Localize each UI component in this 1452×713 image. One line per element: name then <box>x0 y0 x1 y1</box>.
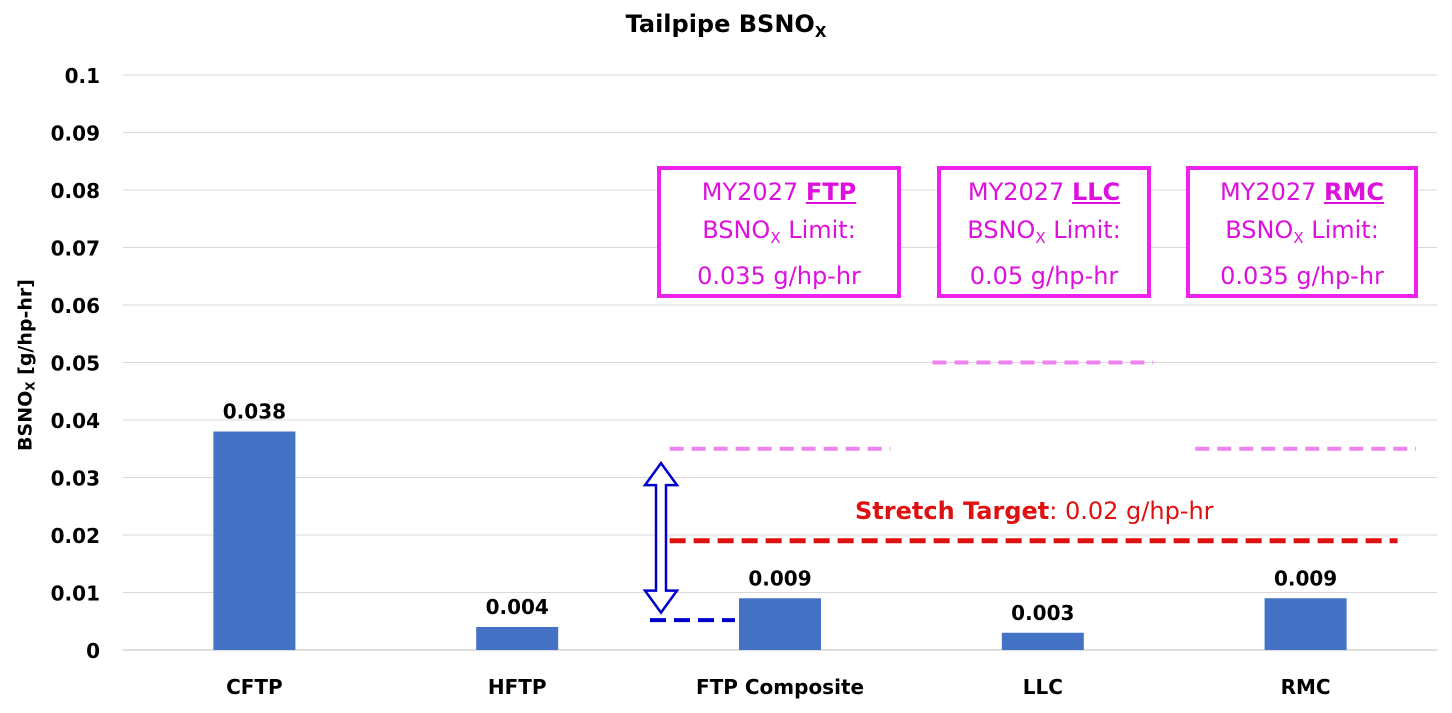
bar <box>739 598 821 650</box>
x-tick-label: RMC <box>1281 675 1331 699</box>
rmc-limit-box: MY2027 RMC BSNOX Limit: 0.035 g/hp-hr <box>1186 166 1418 298</box>
y-tick-label: 0.01 <box>51 582 100 606</box>
bar <box>213 431 296 650</box>
x-tick-label: HFTP <box>488 675 547 699</box>
grid-lines <box>123 74 1437 651</box>
double-arrow <box>642 460 680 615</box>
x-tick-label: CFTP <box>226 675 283 699</box>
y-tick-label: 0.08 <box>51 179 100 203</box>
data-labels: 0.038 0.004 0.009 0.003 0.009 <box>223 400 1337 625</box>
y-tick-labels: 0 0.01 0.02 0.03 0.04 0.05 0.06 0.07 0.08 0.09 0.1 <box>51 64 100 663</box>
llc-limit-box: MY2027 LLC BSNOX Limit: 0.05 g/hp-hr <box>937 166 1151 298</box>
bar <box>1264 598 1347 650</box>
x-tick-label: FTP Composite <box>696 675 864 699</box>
ftp-limit-box: MY2027 FTP BSNOX Limit: 0.035 g/hp-hr <box>657 166 901 298</box>
data-label: 0.009 <box>748 566 811 590</box>
y-tick-label: 0.04 <box>51 409 100 433</box>
y-tick-label: 0.09 <box>51 122 100 146</box>
y-tick-label: 0.03 <box>51 467 100 491</box>
y-tick-label: 0.05 <box>51 352 100 376</box>
bar <box>1001 632 1084 650</box>
x-tick-labels: CFTP HFTP FTP Composite LLC RMC <box>226 675 1331 699</box>
bar <box>476 627 559 650</box>
y-axis-label: BSNOX [g/hp-hr] <box>14 279 38 451</box>
stretch-target-label: Stretch Target: 0.02 g/hp-hr <box>855 497 1214 525</box>
data-label: 0.003 <box>1011 601 1074 625</box>
y-tick-label: 0 <box>86 639 100 663</box>
y-tick-label: 0.06 <box>51 294 100 318</box>
y-tick-label: 0.07 <box>51 237 100 261</box>
data-label: 0.009 <box>1274 566 1337 590</box>
chart-title: Tailpipe BSNOX <box>625 10 827 41</box>
y-tick-label: 0.1 <box>65 64 100 88</box>
reference-lines <box>642 360 1416 623</box>
bars <box>213 431 1347 650</box>
data-label: 0.038 <box>223 400 286 424</box>
x-tick-label: LLC <box>1023 675 1063 699</box>
y-tick-label: 0.02 <box>51 524 100 548</box>
data-label: 0.004 <box>486 595 549 619</box>
